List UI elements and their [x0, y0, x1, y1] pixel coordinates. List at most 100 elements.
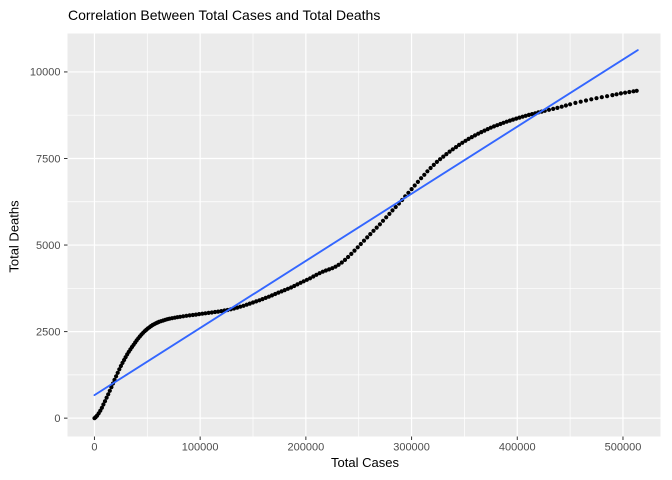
- data-point: [358, 241, 363, 247]
- data-point: [273, 291, 278, 297]
- data-point: [241, 303, 246, 308]
- data-point: [184, 313, 189, 318]
- data-point: [517, 115, 522, 120]
- data-point: [342, 257, 348, 262]
- data-point: [457, 142, 462, 147]
- chart-title: Correlation Between Total Cases and Tota…: [68, 7, 381, 23]
- data-point: [339, 260, 344, 265]
- y-tick-labels: 0 2500 5000 7500 10000: [30, 67, 61, 425]
- data-point: [250, 300, 256, 305]
- data-point: [551, 106, 556, 111]
- x-tick-label: 400000: [499, 442, 536, 454]
- data-point: [327, 267, 332, 272]
- data-point: [447, 149, 452, 154]
- data-point: [409, 187, 414, 192]
- data-point: [247, 301, 252, 306]
- data-point: [526, 112, 532, 117]
- x-tick-label: 200000: [288, 442, 325, 454]
- data-point: [578, 99, 583, 104]
- data-point: [469, 135, 474, 140]
- data-point: [197, 312, 202, 317]
- data-point: [323, 268, 328, 273]
- data-point: [610, 93, 615, 98]
- data-point: [419, 176, 424, 181]
- data-point: [282, 288, 287, 293]
- data-point: [295, 282, 300, 287]
- x-tick-label: 100000: [182, 442, 219, 454]
- y-tick-label: 7500: [36, 153, 60, 165]
- data-point: [333, 264, 338, 269]
- data-point: [115, 370, 120, 375]
- data-point: [627, 89, 632, 95]
- data-point: [444, 152, 449, 157]
- data-point: [450, 147, 455, 152]
- data-point: [387, 211, 392, 216]
- data-point: [99, 405, 104, 410]
- x-tick-labels: 0 100000 200000 300000 400000 500000: [91, 442, 641, 454]
- data-point: [466, 136, 471, 141]
- data-point: [216, 309, 221, 314]
- data-point: [304, 277, 309, 282]
- data-point: [479, 130, 484, 135]
- data-point: [104, 395, 109, 400]
- data-point: [377, 222, 382, 227]
- data-point: [568, 102, 573, 107]
- scatter-points: [92, 88, 639, 421]
- data-point: [292, 283, 297, 289]
- data-point: [209, 310, 214, 315]
- data-point: [269, 293, 275, 298]
- major-gridlines: [67, 33, 661, 437]
- y-axis-title: Total Deaths: [6, 200, 22, 273]
- data-point: [368, 232, 373, 237]
- data-point: [301, 279, 306, 284]
- data-point: [463, 138, 468, 143]
- y-tick-label: 2500: [36, 326, 60, 338]
- data-point: [546, 107, 552, 112]
- data-point: [428, 165, 433, 171]
- data-point: [412, 183, 417, 188]
- data-point: [559, 104, 564, 109]
- data-point: [504, 119, 509, 124]
- data-point: [352, 248, 357, 253]
- data-point: [317, 271, 322, 276]
- data-point: [365, 235, 370, 240]
- data-point: [263, 295, 268, 300]
- data-point: [614, 92, 619, 97]
- data-point: [254, 299, 259, 304]
- x-tick-label: 300000: [393, 442, 430, 454]
- data-point: [380, 218, 386, 223]
- data-point: [308, 276, 313, 281]
- data-point: [631, 89, 636, 94]
- data-point: [200, 311, 205, 316]
- data-point: [453, 145, 459, 150]
- data-point: [594, 96, 599, 101]
- data-point: [422, 172, 427, 177]
- data-point: [212, 309, 218, 315]
- data-point: [361, 238, 367, 243]
- data-point: [623, 90, 628, 95]
- data-point: [117, 367, 122, 372]
- data-point: [374, 225, 379, 230]
- data-point: [190, 312, 195, 318]
- data-point: [330, 266, 335, 271]
- data-point: [102, 399, 108, 404]
- data-point: [434, 159, 439, 164]
- data-point: [599, 95, 604, 100]
- data-point: [488, 125, 493, 130]
- data-point: [523, 113, 528, 118]
- data-point: [219, 309, 224, 314]
- data-point: [431, 162, 436, 167]
- data-point: [390, 208, 395, 213]
- data-point: [203, 311, 208, 316]
- data-point: [415, 179, 420, 184]
- data-point: [114, 374, 119, 379]
- data-point: [573, 100, 578, 105]
- minor-gridlines: [67, 33, 661, 437]
- x-tick-label: 0: [91, 442, 97, 454]
- data-point: [393, 204, 398, 210]
- data-point: [118, 363, 123, 369]
- data-point: [178, 314, 183, 319]
- data-point: [563, 103, 569, 108]
